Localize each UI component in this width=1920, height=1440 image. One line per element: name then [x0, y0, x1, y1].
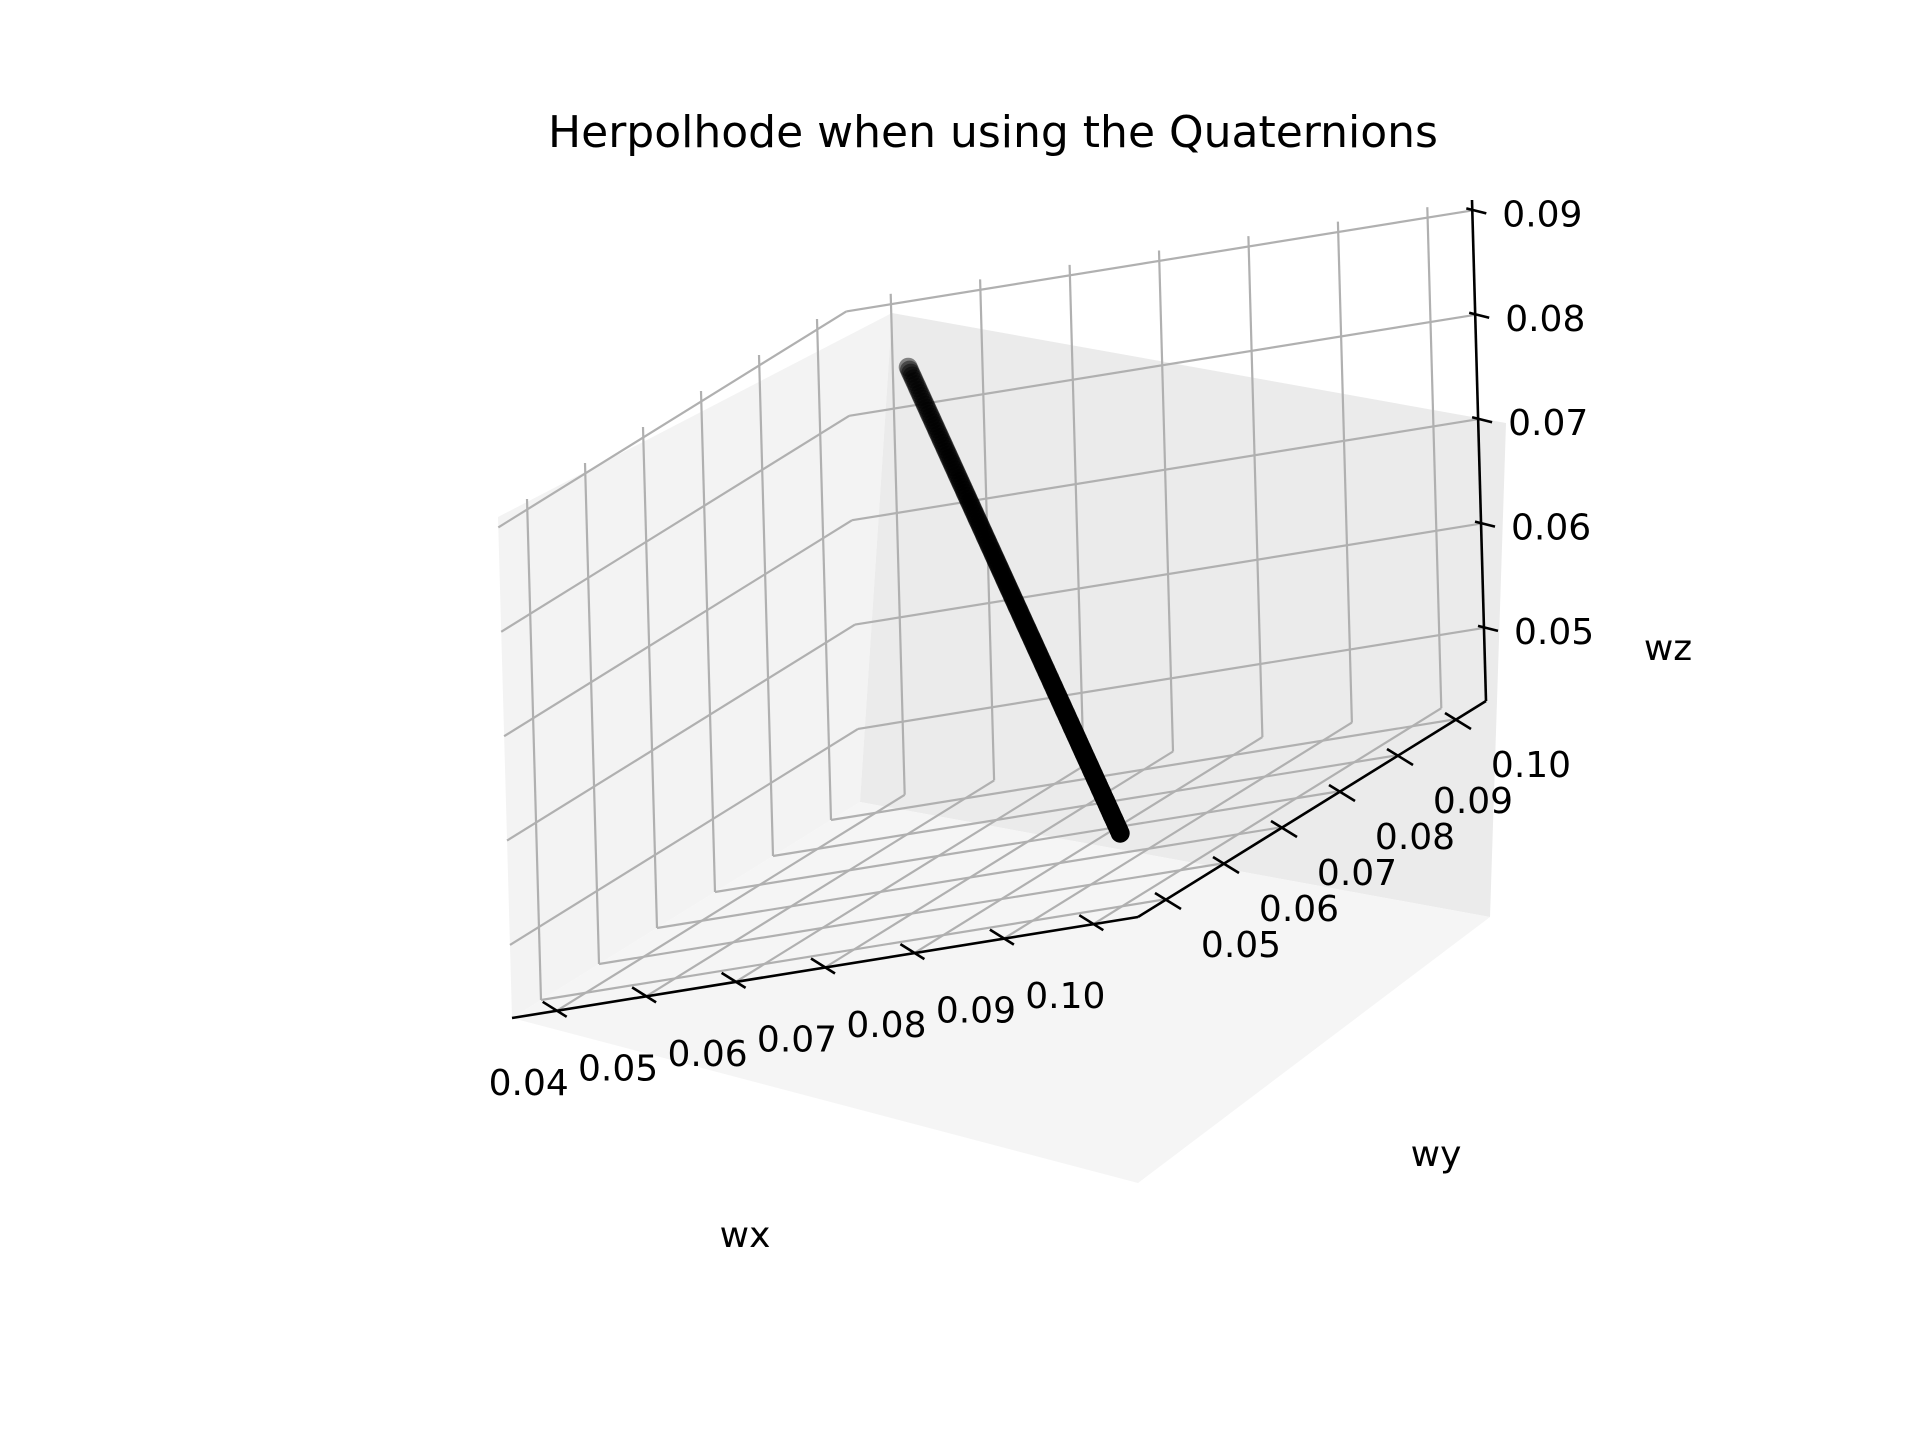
x-tick-mark: [720, 971, 747, 990]
grid-line-z-left: [506, 623, 856, 842]
y-tick-mark: [1328, 783, 1356, 803]
grid-line-z-back: [846, 209, 1473, 313]
grid-lines: [497, 207, 1485, 1012]
grid-line-y-floor: [540, 897, 1168, 1002]
y-tick-label: 0.08: [1375, 817, 1455, 858]
grid-line-x-floor: [824, 750, 1174, 969]
grid-line-y-floor: [772, 753, 1400, 858]
grid-line-x-back: [1068, 264, 1085, 766]
grid-line-y-left: [699, 390, 717, 893]
grid-line-x-back: [1157, 250, 1175, 752]
grid-line-y-left: [641, 426, 659, 929]
z-tick-label: 0.08: [1505, 299, 1585, 340]
y-tick-label: 0.06: [1259, 889, 1339, 930]
x-tick-label: 0.08: [846, 1005, 926, 1046]
grid-line-y-left: [815, 318, 833, 821]
x-axis-label: wx: [720, 1215, 771, 1256]
y-tick-label: 0.07: [1317, 853, 1397, 894]
z-tick-label: 0.07: [1508, 403, 1588, 444]
data-point: [901, 363, 921, 383]
z-axis-line: [1470, 199, 1488, 702]
data-point: [909, 381, 929, 401]
y-axis-line: [1137, 699, 1487, 919]
z-tick-label: 0.09: [1502, 194, 1582, 235]
x-tick-mark: [1078, 914, 1104, 932]
z-tick-label: 0.06: [1511, 508, 1591, 549]
y-tick-label: 0.05: [1201, 925, 1281, 966]
x-tick-mark: [542, 1000, 568, 1018]
grid-line-x-floor: [1003, 721, 1353, 940]
y-tick-mark: [1270, 819, 1298, 839]
y-tick-label: 0.09: [1433, 781, 1513, 822]
floor-pane: [512, 802, 1490, 1183]
y-tick-mark: [1386, 747, 1414, 767]
grid-line-x-floor: [556, 793, 906, 1012]
scatter-points: [898, 357, 1130, 843]
grid-line-x-floor: [1092, 707, 1442, 926]
y-tick-mark: [1154, 891, 1182, 911]
axis-lines: [511, 199, 1499, 1020]
grid-line-y-floor: [598, 861, 1226, 966]
x-tick-label: 0.07: [757, 1020, 837, 1061]
x-tick-mark: [989, 928, 1015, 946]
grid-line-z-left: [500, 414, 850, 633]
y-tick-mark: [1444, 711, 1472, 731]
grid-line-y-floor: [656, 825, 1284, 930]
x-tick-label: 0.04: [489, 1063, 569, 1104]
data-point: [902, 366, 922, 386]
grid-line-y-left: [757, 354, 775, 857]
data-point: [1110, 823, 1130, 843]
z-tick-mark: [1468, 311, 1490, 320]
grid-line-y-left: [583, 462, 601, 965]
x-tick-label: 0.05: [578, 1048, 658, 1089]
data-point: [904, 369, 923, 389]
grid-line-z-left: [509, 727, 859, 946]
z-tick-mark: [1477, 624, 1499, 633]
z-tick-label: 0.05: [1514, 612, 1594, 653]
tick-labels: 0.04 0.05 0.06 0.07 0.08 0.09 0.100.050.060.07…: [489, 194, 1595, 1103]
data-point: [905, 372, 925, 392]
grid-line-x-back: [1336, 221, 1353, 723]
z-tick-mark: [1465, 207, 1487, 215]
y-axis-label: wy: [1411, 1134, 1462, 1175]
y-tick-label: 0.10: [1491, 745, 1571, 786]
grid-line-z-back: [851, 418, 1479, 522]
grid-line-x-back: [1426, 207, 1443, 709]
x-tick-mark: [899, 942, 926, 961]
y-tick-mark: [1212, 855, 1240, 875]
grid-line-z-left: [503, 519, 853, 738]
grid-line-x-back: [889, 293, 906, 795]
x-tick-label: 0.10: [1025, 976, 1105, 1017]
data-point: [906, 375, 926, 395]
grid-line-y-left: [525, 498, 543, 1001]
z-tick-mark: [1474, 520, 1496, 528]
grid-line-x-floor: [913, 736, 1263, 955]
data-point: [900, 360, 919, 380]
z-axis-label: wz: [1644, 628, 1692, 669]
grid-line-z-back: [849, 313, 1476, 417]
grid-line-x-back: [1247, 236, 1264, 738]
data-point: [898, 357, 918, 377]
grid-line-z-left: [497, 310, 847, 529]
chart-title: Herpolhode when using the Quaternions: [548, 107, 1438, 158]
grid-line-z-back: [854, 522, 1482, 626]
data-point: [908, 378, 927, 398]
grid-line-x-floor: [735, 764, 1085, 983]
data-point: [910, 384, 930, 404]
x-tick-mark: [810, 957, 836, 975]
x-axis-line: [511, 915, 1139, 1020]
grid-line-x-floor: [645, 779, 995, 998]
x-tick-label: 0.09: [936, 991, 1016, 1032]
x-tick-label: 0.06: [668, 1034, 748, 1075]
z-tick-mark: [1471, 415, 1493, 424]
grid-line-y-floor: [830, 717, 1458, 822]
grid-line-z-back: [857, 626, 1485, 730]
grid-line-y-floor: [714, 789, 1342, 894]
x-tick-mark: [631, 986, 657, 1004]
